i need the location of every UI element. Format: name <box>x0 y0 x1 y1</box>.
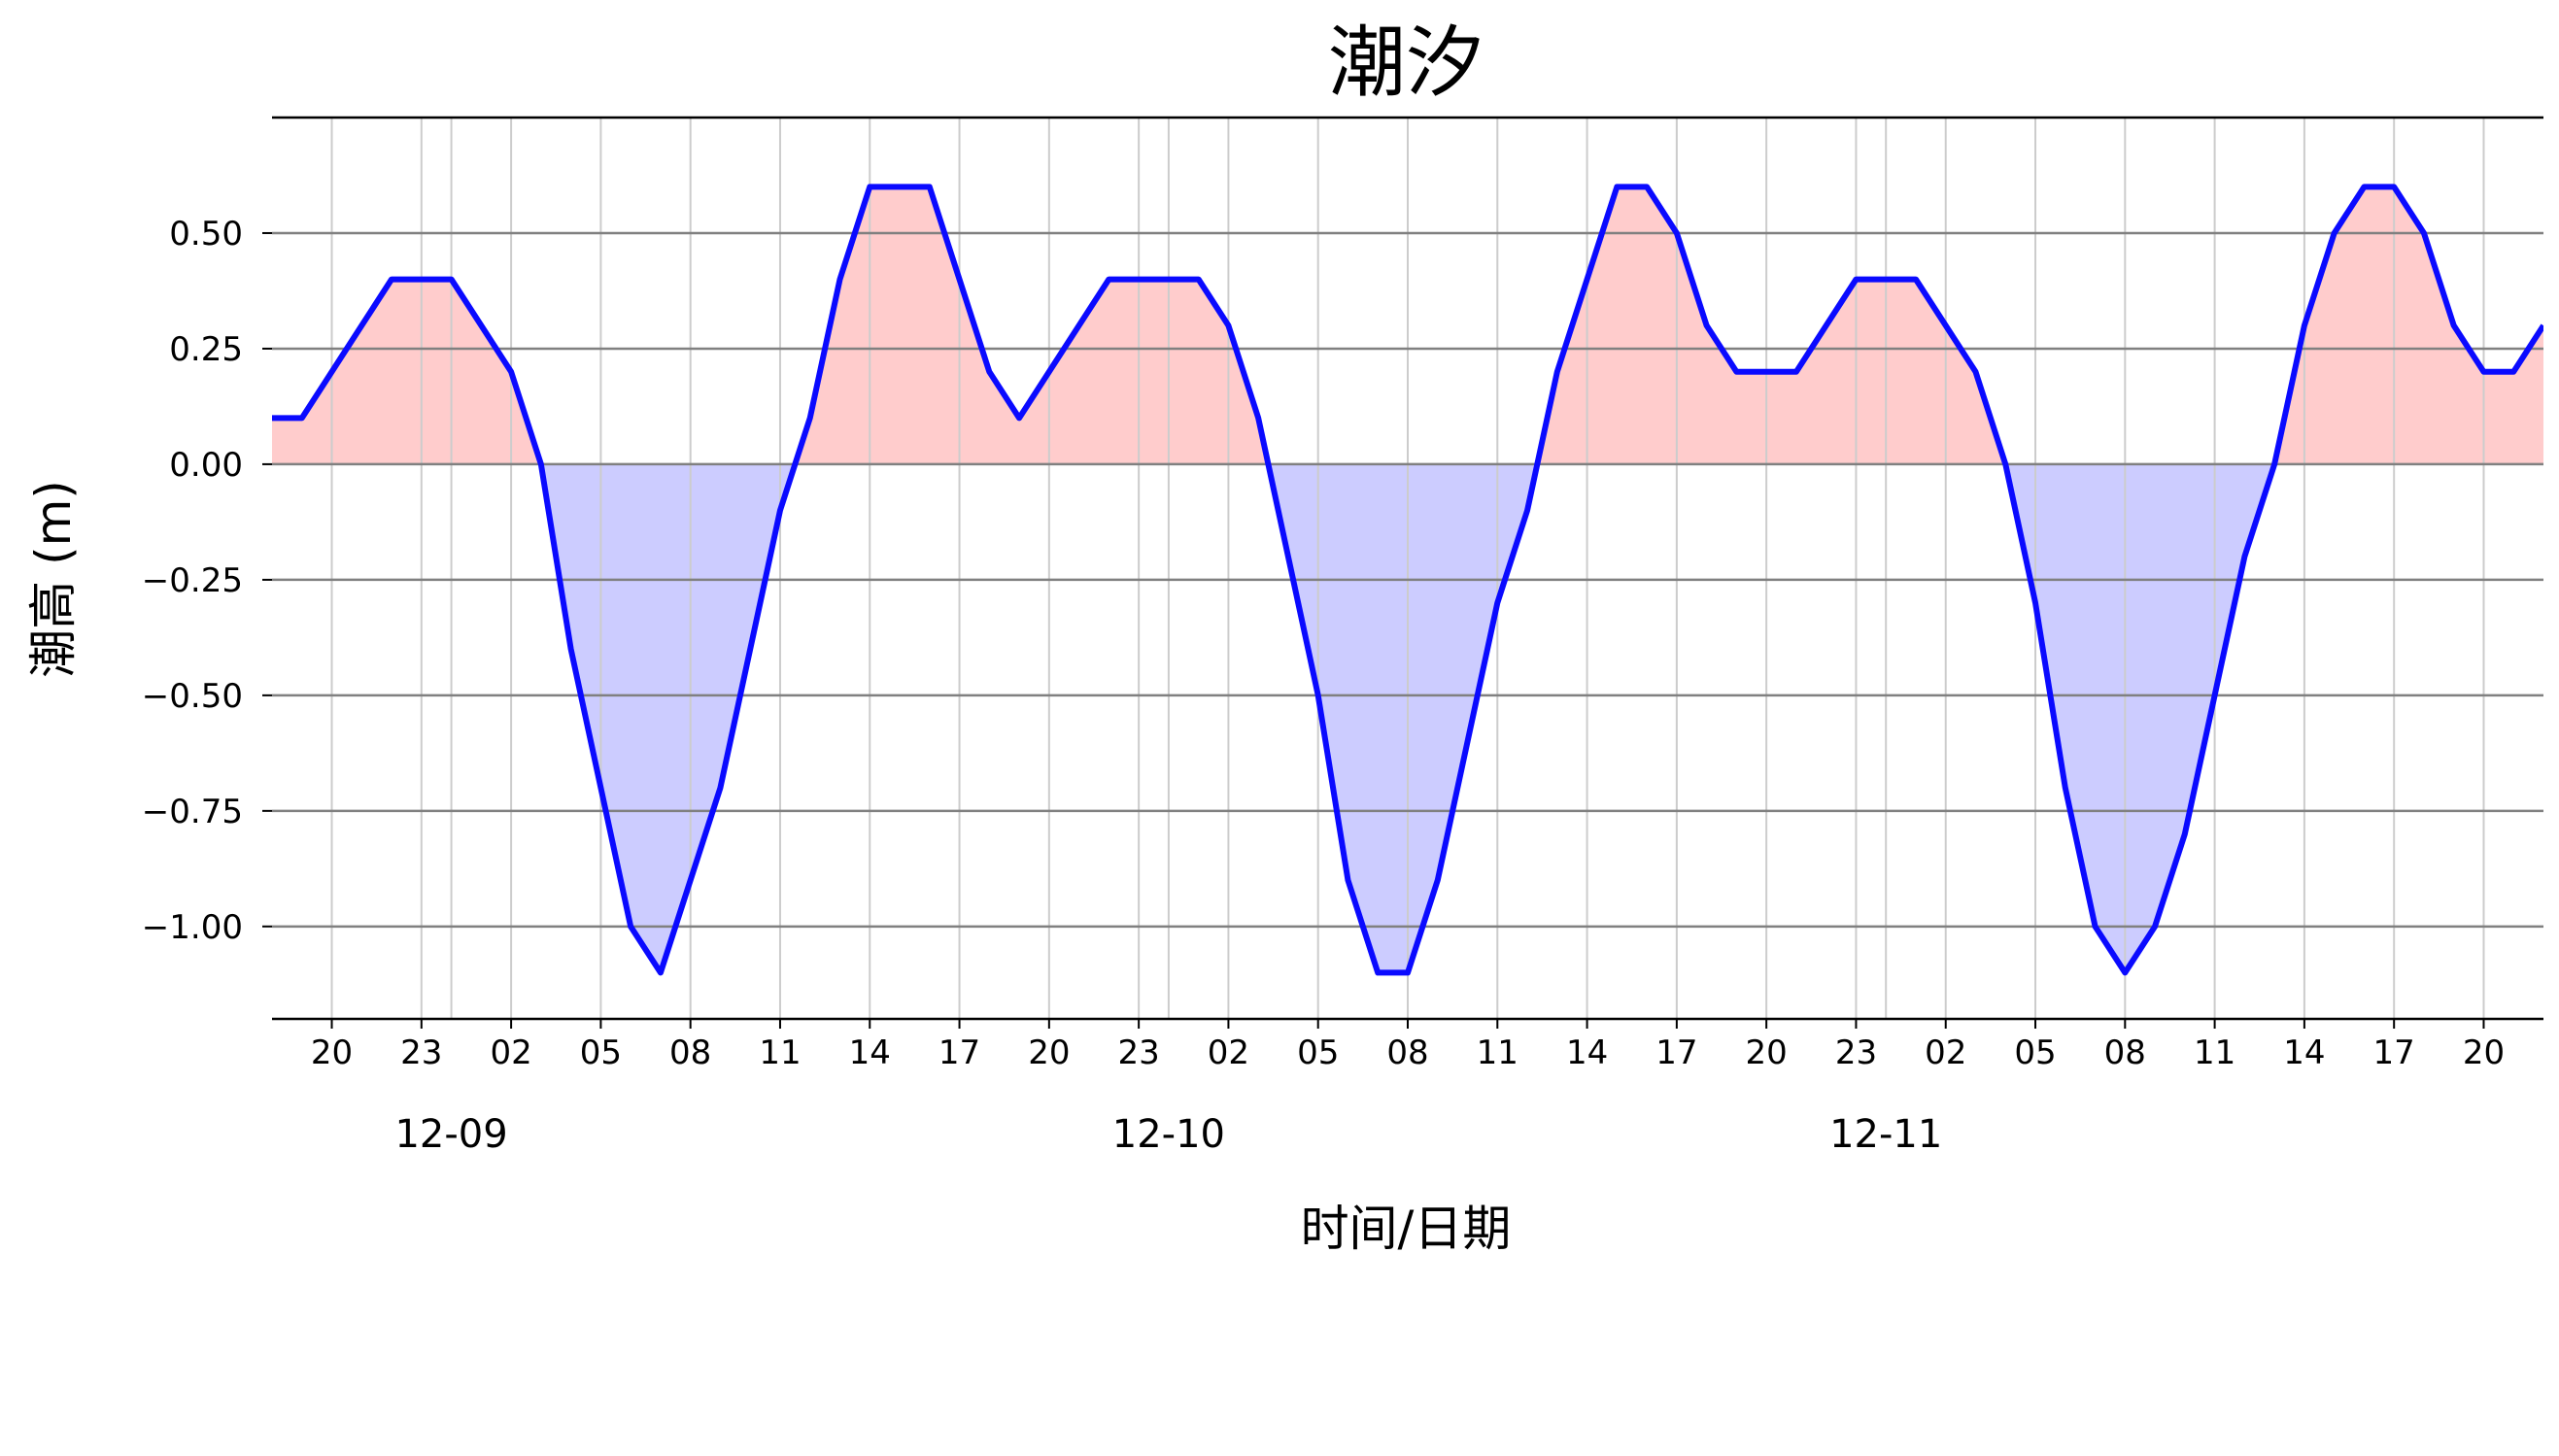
y-axis-title: 潮高 (m) <box>25 480 82 678</box>
x-tick-label: 20 <box>1746 1033 1788 1072</box>
date-label: 12-09 <box>394 1112 507 1157</box>
x-tick-label: 20 <box>1028 1033 1070 1072</box>
x-tick-label: 08 <box>669 1033 711 1072</box>
x-tick-label: 14 <box>849 1033 891 1072</box>
date-label: 12-10 <box>1112 1112 1225 1157</box>
y-tick-label: −1.00 <box>142 908 243 947</box>
y-tick-label: 0.00 <box>169 446 243 485</box>
x-tick-label: 08 <box>1386 1033 1428 1072</box>
x-tick-label: 05 <box>2014 1033 2056 1072</box>
x-tick-label: 11 <box>1477 1033 1518 1072</box>
tide-height-line <box>272 184 2543 976</box>
y-tick-label: 0.25 <box>169 330 243 369</box>
plot-area: 0.50 0.25 0.00 −0.25 −0.50 −0.75 −1.00 20 23 02 05… <box>142 116 2543 1157</box>
x-axis-title: 时间/日期 <box>1301 1201 1512 1257</box>
x-tick-label: 17 <box>938 1033 980 1072</box>
x-tick-label: 02 <box>1925 1033 1966 1072</box>
x-tick-label: 23 <box>400 1033 442 1072</box>
x-tick-label: 23 <box>1835 1033 1877 1072</box>
x-tick-label: 14 <box>2283 1033 2325 1072</box>
x-tick-label: 17 <box>2373 1033 2415 1072</box>
x-tick-label: 14 <box>1566 1033 1608 1072</box>
y-tick-label: −0.25 <box>142 561 243 600</box>
x-tick-label: 23 <box>1117 1033 1159 1072</box>
y-tick-label: 0.50 <box>169 215 243 254</box>
x-tick-label: 05 <box>580 1033 622 1072</box>
x-tick-label: 05 <box>1297 1033 1339 1072</box>
x-tick-label: 08 <box>2104 1033 2146 1072</box>
x-tick-label: 11 <box>2194 1033 2235 1072</box>
x-tick-label: 20 <box>311 1033 353 1072</box>
y-tick-label: −0.75 <box>142 793 243 831</box>
date-label: 12-11 <box>1829 1112 1942 1157</box>
positive-tide-fill <box>272 186 2543 464</box>
x-tick-label: 17 <box>1655 1033 1697 1072</box>
y-tick-label: −0.50 <box>142 677 243 716</box>
x-tick-label: 11 <box>759 1033 801 1072</box>
x-tick-label: 02 <box>490 1033 531 1072</box>
x-tick-label: 20 <box>2463 1033 2505 1072</box>
x-tick-label: 02 <box>1208 1033 1249 1072</box>
chart-title: 潮汐 <box>1328 17 1484 108</box>
